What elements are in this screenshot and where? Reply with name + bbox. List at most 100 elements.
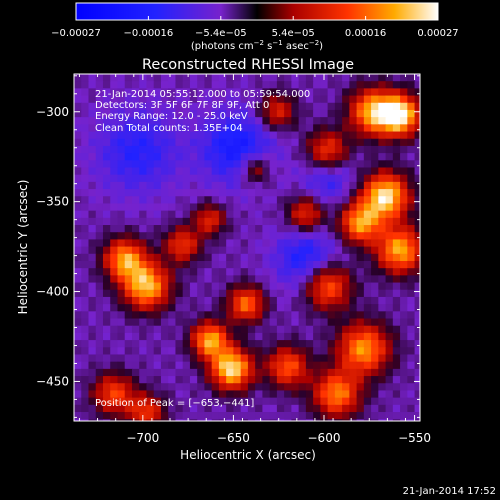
heatmap-cell [81, 426, 89, 434]
heatmap-cell [363, 289, 372, 298]
heatmap-cell [117, 225, 126, 233]
heatmap-cell [378, 246, 387, 255]
heatmap-cell [313, 311, 321, 320]
heatmap-cell [313, 117, 321, 125]
heatmap-cell [276, 81, 285, 89]
heatmap-cell [363, 217, 372, 226]
heatmap-cell [392, 419, 401, 421]
heatmap-cell [313, 383, 321, 392]
heatmap-cell [349, 296, 358, 305]
heatmap-cell [400, 232, 408, 241]
heatmap-cell [385, 210, 394, 219]
heatmap-cell [211, 383, 220, 392]
heatmap-cell [284, 376, 292, 384]
heatmap-cell [81, 376, 90, 384]
heatmap-cell [385, 117, 394, 125]
heatmap-cell [320, 239, 329, 248]
heatmap-cell [110, 196, 119, 205]
heatmap-cell [276, 304, 285, 312]
heatmap-cell [378, 117, 387, 125]
heatmap-cell [240, 95, 249, 104]
heatmap-cell [407, 325, 416, 334]
heatmap-cell [88, 354, 97, 363]
heatmap-cell [95, 404, 104, 413]
heatmap-cell [117, 390, 126, 399]
heatmap-cell [88, 131, 97, 140]
heatmap-cell [407, 102, 416, 111]
heatmap-cell [247, 217, 256, 226]
heatmap-cell [356, 88, 365, 97]
heatmap-cell [305, 102, 314, 111]
heatmap-cell [117, 145, 126, 154]
heatmap-cells [74, 74, 420, 434]
heatmap-cell [305, 109, 314, 118]
heatmap-cell [189, 368, 198, 377]
heatmap-cell [334, 282, 343, 291]
heatmap-cell [95, 260, 104, 269]
heatmap-cell [117, 160, 126, 169]
heatmap-cell [74, 318, 82, 327]
heatmap-cell [95, 246, 104, 255]
heatmap-cell [95, 225, 104, 233]
heatmap-cell [349, 239, 358, 248]
colorbar-units: (photons cm−2 s−1 asec−2) [191, 39, 323, 52]
heatmap-cell [313, 153, 321, 161]
heatmap-cell [284, 404, 292, 413]
heatmap-cell [269, 412, 278, 420]
heatmap-cell [371, 102, 379, 111]
heatmap-cell [262, 390, 271, 399]
heatmap-cell [139, 239, 148, 248]
heatmap-cell [407, 390, 416, 399]
heatmap-cell [146, 225, 155, 233]
heatmap-cell [414, 217, 420, 226]
heatmap-cell [371, 95, 379, 104]
heatmap-cell [291, 167, 300, 176]
heatmap-cell [400, 383, 408, 392]
heatmap-cell [153, 332, 162, 341]
heatmap-cell [276, 232, 285, 241]
heatmap-cell [305, 246, 314, 255]
heatmap-cell [88, 95, 97, 104]
heatmap-cell [240, 196, 249, 205]
heatmap-cell [189, 167, 198, 176]
heatmap-cell [182, 282, 191, 291]
heatmap-cell [276, 117, 285, 125]
heatmap-cell [117, 368, 126, 377]
heatmap-cell [247, 275, 256, 284]
heatmap-cell [255, 239, 263, 248]
heatmap-cell [262, 347, 271, 356]
heatmap-cell [255, 117, 263, 125]
heatmap-cell [291, 181, 300, 190]
heatmap-cell [233, 167, 242, 176]
heatmap-cell [182, 419, 191, 421]
heatmap-cell [182, 232, 191, 241]
heatmap-cell [95, 217, 104, 226]
heatmap-cell [400, 102, 408, 111]
heatmap-cell [117, 426, 125, 434]
heatmap-cell [124, 153, 133, 161]
heatmap-cell [392, 102, 401, 111]
heatmap-cell [327, 304, 336, 312]
heatmap-cell [378, 311, 387, 320]
heatmap-cell [204, 74, 213, 82]
heatmap-cell [305, 260, 314, 269]
heatmap-cell [269, 419, 278, 421]
heatmap-cell [276, 412, 285, 420]
heatmap-cell [102, 275, 111, 284]
heatmap-cell [378, 426, 386, 434]
heatmap-cell [334, 217, 343, 226]
colorbar-tick-label: −0.00016 [124, 28, 174, 39]
heatmap-cell [175, 318, 184, 327]
heatmap-cell [327, 368, 336, 377]
heatmap-cell [153, 189, 162, 197]
heatmap-cell [262, 232, 271, 241]
heatmap-cell [197, 131, 206, 140]
heatmap-cell [102, 210, 111, 219]
heatmap-cell [313, 390, 321, 399]
heatmap-cell [262, 160, 271, 169]
heatmap-cell [327, 361, 336, 370]
heatmap-cell [226, 189, 235, 197]
heatmap-cell [95, 412, 104, 420]
heatmap-cell [204, 383, 213, 392]
heatmap-cell [117, 239, 126, 248]
